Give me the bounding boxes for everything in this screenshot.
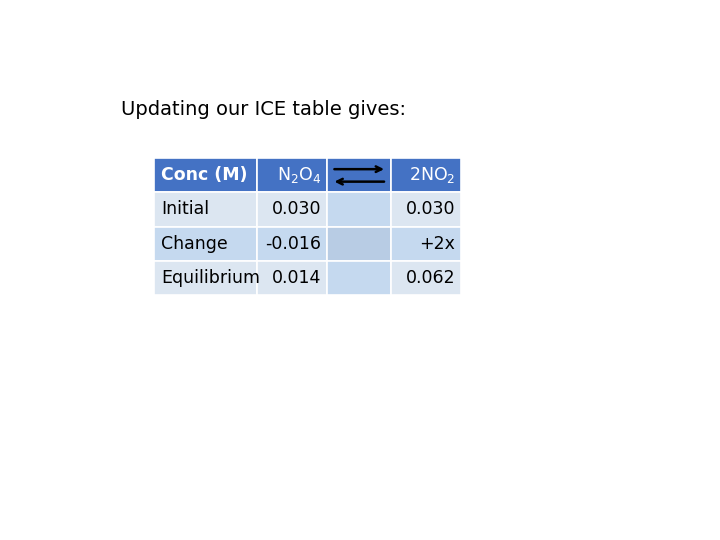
FancyBboxPatch shape <box>258 227 327 261</box>
Text: -0.016: -0.016 <box>266 234 322 253</box>
FancyBboxPatch shape <box>392 158 461 192</box>
FancyBboxPatch shape <box>392 227 461 261</box>
Text: +2x: +2x <box>420 234 456 253</box>
FancyBboxPatch shape <box>392 192 461 227</box>
FancyBboxPatch shape <box>327 227 392 261</box>
FancyBboxPatch shape <box>154 158 258 192</box>
Text: 0.014: 0.014 <box>272 269 322 287</box>
FancyBboxPatch shape <box>258 192 327 227</box>
Text: 2NO$_2$: 2NO$_2$ <box>409 165 456 185</box>
Text: Equilibrium: Equilibrium <box>161 269 260 287</box>
Text: 0.030: 0.030 <box>406 200 456 219</box>
Text: Change: Change <box>161 234 228 253</box>
FancyBboxPatch shape <box>327 261 392 295</box>
FancyBboxPatch shape <box>258 158 327 192</box>
FancyBboxPatch shape <box>258 261 327 295</box>
FancyBboxPatch shape <box>327 158 392 192</box>
Text: N$_2$O$_4$: N$_2$O$_4$ <box>277 165 322 185</box>
FancyBboxPatch shape <box>154 192 258 227</box>
Text: 0.030: 0.030 <box>272 200 322 219</box>
FancyBboxPatch shape <box>327 192 392 227</box>
Text: Initial: Initial <box>161 200 209 219</box>
Text: Conc (M): Conc (M) <box>161 166 248 184</box>
FancyBboxPatch shape <box>154 261 258 295</box>
FancyBboxPatch shape <box>154 227 258 261</box>
FancyBboxPatch shape <box>392 261 461 295</box>
Text: Updating our ICE table gives:: Updating our ICE table gives: <box>121 100 405 119</box>
Text: 0.062: 0.062 <box>406 269 456 287</box>
